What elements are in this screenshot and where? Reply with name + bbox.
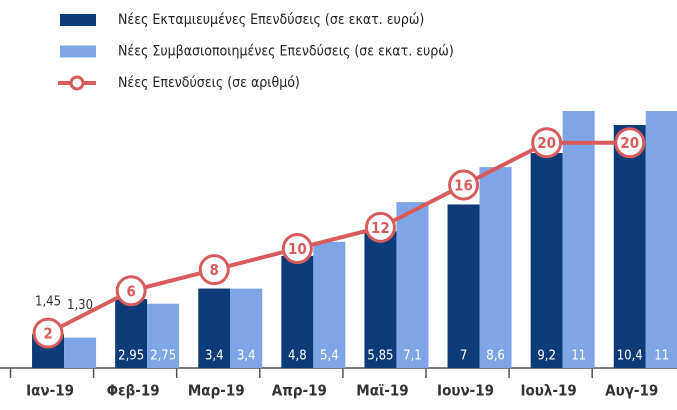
legend-swatch [60, 14, 96, 26]
line-marker [281, 232, 313, 264]
line-label: 16 [454, 177, 473, 195]
data-label: 5,4 [320, 349, 339, 364]
legend-label: Νέες Επενδύσεις (σε αριθμό) [118, 75, 300, 91]
bar [364, 231, 397, 368]
line-marker [32, 317, 64, 349]
line-label: 6 [126, 282, 135, 300]
line-label: 2 [43, 325, 52, 343]
x-tick-label: Ιουλ-19 [520, 382, 576, 400]
data-label: 2,75 [150, 349, 176, 364]
line-label: 12 [371, 219, 390, 237]
bar [447, 204, 480, 368]
line-marker [115, 275, 147, 307]
line-label: 10 [288, 240, 307, 258]
data-label: 1,45 [35, 295, 61, 310]
data-label: 7 [460, 349, 467, 364]
bar [530, 153, 563, 368]
legend-marker [69, 75, 85, 91]
bar [479, 167, 512, 368]
line-marker [364, 211, 396, 243]
x-tick-label: Αυγ-19 [605, 382, 658, 400]
x-tick-label: Φεβ-19 [107, 382, 160, 400]
legend-swatch [60, 45, 96, 58]
bar [115, 299, 148, 368]
legend-label: Νέες Συμβασιοποιημένες Επενδύσεις (σε εκ… [118, 44, 454, 60]
data-label: 9,2 [537, 349, 556, 364]
line-marker [448, 169, 480, 201]
line-label: 20 [620, 134, 639, 152]
data-label: 10,4 [617, 349, 643, 364]
data-label: 8,6 [486, 349, 505, 364]
data-label: 2,95 [118, 349, 144, 364]
data-label: 5,85 [367, 349, 393, 364]
data-label: 3,4 [237, 349, 256, 364]
bar [645, 111, 677, 368]
x-tick-label: Μαϊ-19 [356, 382, 408, 400]
data-label: 3,4 [205, 349, 224, 364]
line-marker [198, 254, 230, 286]
x-tick-label: Μαρ-19 [188, 382, 245, 400]
bar [198, 288, 231, 368]
data-label: 1,30 [67, 298, 93, 313]
data-label: 7,1 [403, 349, 422, 364]
data-label: 11 [571, 349, 586, 364]
bar [313, 241, 346, 368]
bar [281, 255, 314, 368]
line-marker [614, 127, 646, 159]
bar [230, 288, 263, 368]
data-label: 11 [654, 349, 669, 364]
bar [147, 303, 180, 368]
bar [396, 202, 429, 368]
legend-label: Νέες Εκταμιευμένες Επενδύσεις (σε εκατ. … [118, 12, 424, 28]
bar [613, 125, 646, 368]
x-tick-label: Ιαν-19 [26, 382, 74, 400]
bar [562, 111, 595, 368]
line-label: 8 [210, 261, 219, 279]
data-label: 4,8 [288, 349, 307, 364]
line-marker [531, 127, 563, 159]
x-tick-label: Απρ-19 [272, 382, 327, 400]
line-label: 20 [537, 134, 556, 152]
x-tick-label: Ιουν-19 [437, 382, 494, 400]
bar [64, 337, 97, 368]
